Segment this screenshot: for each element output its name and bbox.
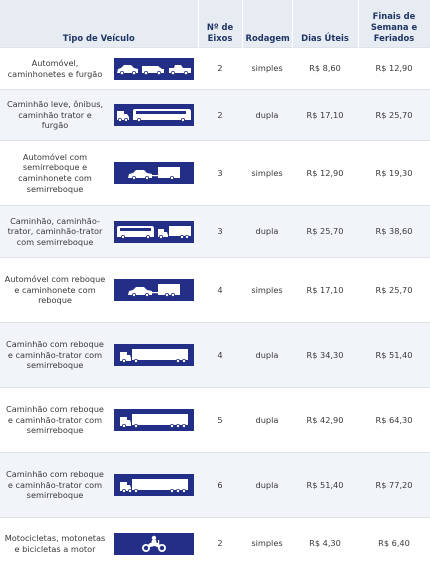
- weekday-price: R$ 12,90: [306, 167, 344, 178]
- truck-and-bus-icon: [114, 104, 194, 126]
- axle-count: 2: [217, 63, 223, 74]
- motorcycle-icon: [114, 532, 194, 555]
- vehicle-type: Caminhão com reboque e caminhão-trator c…: [0, 452, 110, 518]
- wheel-type: simples: [251, 284, 283, 295]
- header-dias-uteis: Dias Úteis: [292, 0, 359, 48]
- axle-count: 2: [217, 538, 223, 549]
- vehicle-type: Automóvel com semirreboque e caminhonete…: [18, 151, 92, 194]
- table-row: Caminhão com reboque e caminhão-trator c…: [0, 387, 430, 453]
- weekday-price: R$ 4,30: [309, 538, 341, 549]
- axle-count: 6: [198, 452, 242, 518]
- weekend-price: R$ 19,30: [375, 167, 413, 178]
- table-row: Caminhão, caminhão-trator, caminhão-trat…: [0, 205, 430, 258]
- table-row: Automóvel, caminhonetes e furgão: [0, 47, 430, 90]
- wheel-type: simples: [251, 167, 283, 178]
- wheel-type: dupla: [242, 205, 292, 258]
- weekday-price: R$ 17,10: [292, 89, 358, 141]
- table-row: Caminhão com reboque e caminhão-trator c…: [0, 452, 430, 518]
- car-with-semitrailer-icon: [114, 162, 194, 184]
- weekday-price: R$ 17,10: [306, 284, 344, 295]
- wheel-type: dupla: [255, 414, 279, 425]
- truck-semitrailer-icon: [114, 409, 194, 431]
- car-with-trailer-icon: [114, 279, 194, 301]
- vehicle-type: Caminhão com reboque e caminhão-trator c…: [6, 404, 104, 436]
- weekend-price: R$ 25,70: [375, 284, 413, 295]
- vehicle-type: Automóvel, caminhonetes e furgão: [7, 57, 103, 79]
- vehicle-type: Caminhão com reboque e caminhão-trator c…: [0, 322, 110, 388]
- header-tipo: Tipo de Veículo: [0, 0, 199, 48]
- weekday-price: R$ 34,30: [292, 322, 358, 388]
- car-pickup-van-icon: [114, 57, 194, 80]
- wheel-type: dupla: [242, 452, 292, 518]
- weekday-price: R$ 8,60: [309, 63, 341, 74]
- wheel-type: simples: [251, 538, 283, 549]
- table-row: Automóvel com reboque e caminhonete com …: [0, 257, 430, 323]
- weekend-price: R$ 25,70: [358, 89, 430, 141]
- axle-count: 4: [217, 284, 223, 295]
- axle-count: 3: [217, 167, 223, 178]
- truck-semitrailer-icon: [114, 344, 194, 366]
- weekend-price: R$ 64,30: [375, 414, 413, 425]
- vehicle-type: Caminhão leve, ônibus, caminhão trator e…: [0, 89, 110, 141]
- header-row: Tipo de Veículo Nº de Eixos Rodagem Dias…: [0, 0, 430, 48]
- wheel-type: dupla: [242, 322, 292, 388]
- bus-and-truck-icon: [114, 220, 194, 243]
- axle-count: 4: [198, 322, 242, 388]
- vehicle-type: Motocicletas, motonetas e bicicletas a m…: [4, 533, 106, 554]
- weekend-price: R$ 51,40: [358, 322, 430, 388]
- wheel-type: simples: [251, 63, 283, 74]
- axle-count: 2: [198, 89, 242, 141]
- table-row: Caminhão com reboque e caminhão-trator c…: [0, 322, 430, 388]
- weekday-price: R$ 25,70: [292, 205, 358, 258]
- table-row: Caminhão leve, ônibus, caminhão trator e…: [0, 89, 430, 141]
- wheel-type: dupla: [242, 89, 292, 141]
- axle-count: 3: [198, 205, 242, 258]
- vehicle-type: Caminhão, caminhão-trator, caminhão-trat…: [0, 205, 110, 258]
- axle-count: 5: [217, 414, 223, 425]
- table-row: Automóvel com semirreboque e caminhonete…: [0, 140, 430, 206]
- table-row: Motocicletas, motonetas e bicicletas a m…: [0, 517, 430, 570]
- header-eixos: Nº de Eixos: [198, 0, 243, 48]
- weekend-price: R$ 12,90: [375, 63, 413, 74]
- header-finais: Finais de Semana e Feriados: [358, 0, 430, 48]
- header-rodagem: Rodagem: [242, 0, 293, 48]
- truck-semitrailer-icon: [114, 474, 194, 496]
- weekend-price: R$ 77,20: [358, 452, 430, 518]
- weekday-price: R$ 51,40: [292, 452, 358, 518]
- vehicle-type: Automóvel com reboque e caminhonete com …: [4, 274, 106, 306]
- weekend-price: R$ 38,60: [358, 205, 430, 258]
- weekday-price: R$ 42,90: [306, 414, 344, 425]
- weekend-price: R$ 6,40: [378, 538, 410, 549]
